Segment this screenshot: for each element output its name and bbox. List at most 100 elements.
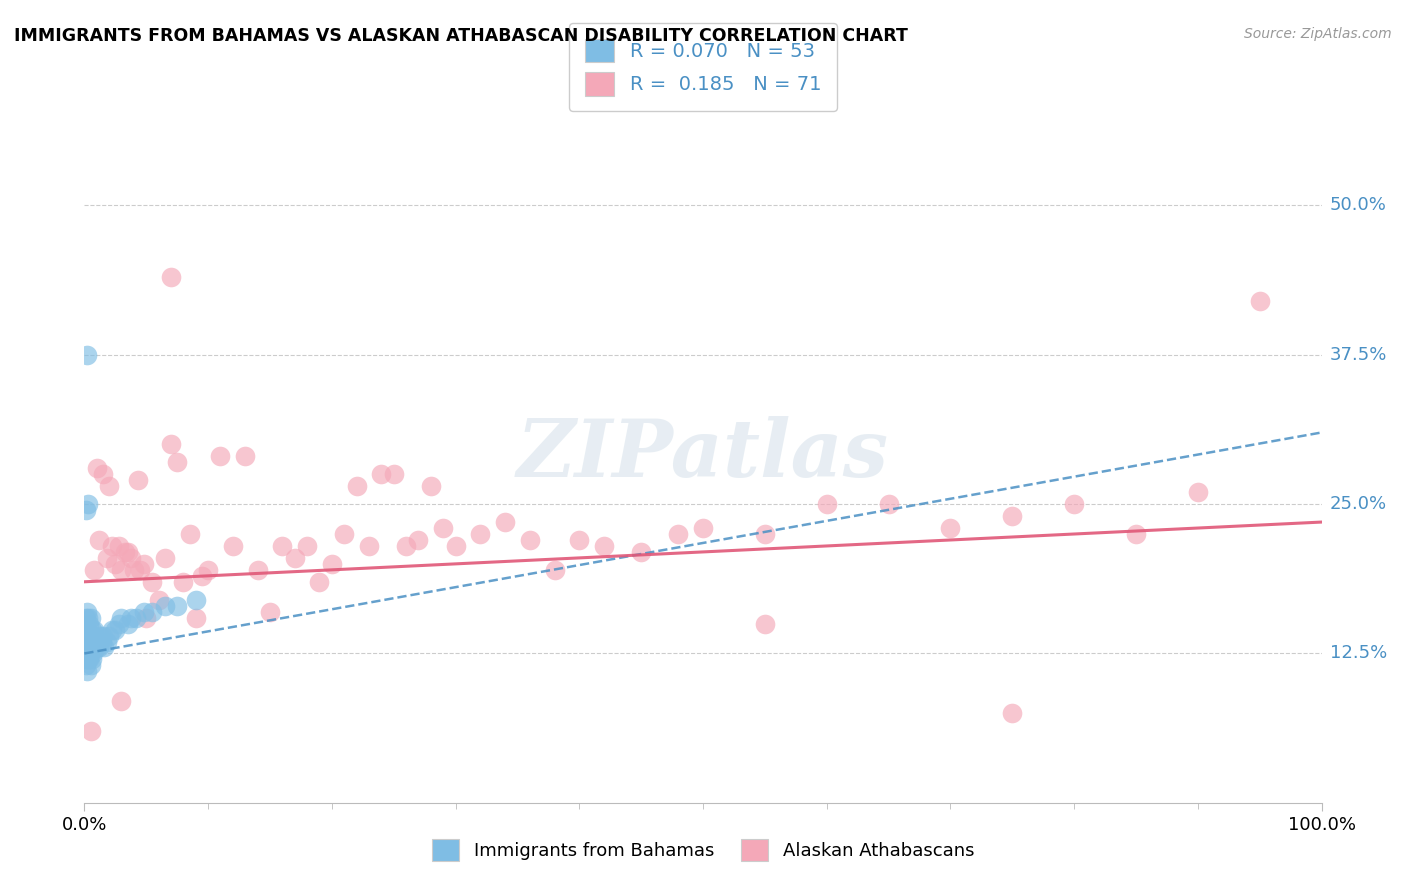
Point xyxy=(91,628,114,642)
Point xyxy=(77,497,100,511)
Point xyxy=(153,550,176,565)
Point xyxy=(1125,527,1147,541)
Point xyxy=(666,527,689,541)
Point xyxy=(519,533,541,547)
Point xyxy=(104,557,127,571)
Point xyxy=(160,270,183,285)
Point xyxy=(79,652,101,666)
Point xyxy=(80,640,103,655)
Point xyxy=(82,647,104,661)
Point xyxy=(357,539,380,553)
Point xyxy=(346,479,368,493)
Point xyxy=(184,610,207,624)
Point xyxy=(754,616,776,631)
Point xyxy=(135,610,157,624)
Point xyxy=(494,515,516,529)
Point xyxy=(80,652,103,666)
Point xyxy=(1001,706,1024,721)
Point xyxy=(209,450,232,464)
Point xyxy=(141,605,163,619)
Point xyxy=(79,628,101,642)
Point xyxy=(75,647,97,661)
Point xyxy=(86,461,108,475)
Point xyxy=(233,450,256,464)
Point xyxy=(79,658,101,673)
Point xyxy=(1249,294,1271,309)
Point xyxy=(127,473,149,487)
Point xyxy=(75,658,97,673)
Point xyxy=(75,503,97,517)
Point xyxy=(89,640,111,655)
Point xyxy=(160,437,183,451)
Point xyxy=(77,652,100,666)
Point xyxy=(333,527,356,541)
Point xyxy=(754,527,776,541)
Point xyxy=(93,640,115,655)
Point xyxy=(77,628,100,642)
Point xyxy=(197,563,219,577)
Point xyxy=(96,634,118,648)
Point xyxy=(76,605,98,619)
Point xyxy=(259,605,281,619)
Point xyxy=(141,574,163,589)
Point xyxy=(117,616,139,631)
Point xyxy=(432,521,454,535)
Point xyxy=(939,521,962,535)
Point xyxy=(100,623,122,637)
Point xyxy=(89,533,111,547)
Text: 12.5%: 12.5% xyxy=(1330,644,1388,663)
Point xyxy=(80,623,103,637)
Point xyxy=(153,599,176,613)
Point xyxy=(114,545,136,559)
Text: 50.0%: 50.0% xyxy=(1330,196,1386,214)
Point xyxy=(308,574,330,589)
Point xyxy=(108,616,131,631)
Point xyxy=(83,640,105,655)
Point xyxy=(98,479,121,493)
Point xyxy=(79,724,101,739)
Point xyxy=(222,539,245,553)
Point xyxy=(184,592,207,607)
Point xyxy=(79,647,101,661)
Point xyxy=(122,563,145,577)
Point xyxy=(75,623,97,637)
Point xyxy=(132,557,155,571)
Point xyxy=(408,533,430,547)
Point xyxy=(82,628,104,642)
Point xyxy=(191,569,214,583)
Point xyxy=(75,610,97,624)
Point xyxy=(419,479,441,493)
Point xyxy=(77,640,100,655)
Point xyxy=(877,497,900,511)
Point xyxy=(321,557,343,571)
Text: 25.0%: 25.0% xyxy=(1330,495,1388,513)
Point xyxy=(89,628,111,642)
Point xyxy=(593,539,616,553)
Point xyxy=(382,467,405,482)
Point xyxy=(79,616,101,631)
Point xyxy=(79,634,101,648)
Text: Source: ZipAtlas.com: Source: ZipAtlas.com xyxy=(1244,27,1392,41)
Point xyxy=(1001,509,1024,524)
Point xyxy=(77,610,100,624)
Point xyxy=(76,665,98,679)
Point xyxy=(395,539,418,553)
Text: ZIPatlas: ZIPatlas xyxy=(517,417,889,493)
Point xyxy=(120,610,142,624)
Point xyxy=(91,467,114,482)
Text: 37.5%: 37.5% xyxy=(1330,346,1388,364)
Point xyxy=(172,574,194,589)
Point xyxy=(630,545,652,559)
Point xyxy=(543,563,565,577)
Point xyxy=(76,348,98,362)
Point xyxy=(83,563,105,577)
Point xyxy=(75,634,97,648)
Point xyxy=(370,467,392,482)
Point xyxy=(179,527,201,541)
Point xyxy=(120,550,142,565)
Point xyxy=(110,563,132,577)
Point xyxy=(1063,497,1085,511)
Point xyxy=(87,634,110,648)
Point xyxy=(100,539,122,553)
Point xyxy=(125,610,148,624)
